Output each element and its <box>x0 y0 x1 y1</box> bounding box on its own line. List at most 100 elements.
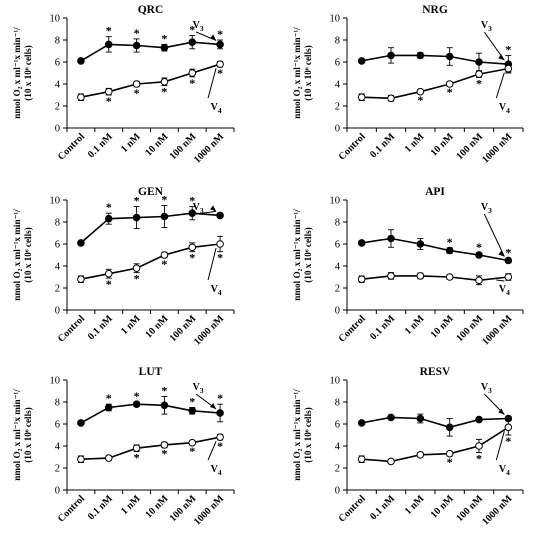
data-point-filled <box>416 414 425 423</box>
data-point-open <box>416 272 425 280</box>
series-line <box>361 54 509 65</box>
data-point-filled <box>104 40 113 49</box>
v4-label: V4 <box>499 284 510 297</box>
x-category-label: 0.1 nM <box>86 313 115 342</box>
y-tick-label: 4 <box>335 80 341 91</box>
chart-title: QRC <box>138 4 164 16</box>
x-category-label: 0.1 nM <box>86 131 115 160</box>
chart-title: API <box>425 186 445 198</box>
series-line <box>361 416 509 429</box>
y-axis-label-units: (10 x 10⁶ cells) <box>23 45 33 101</box>
v3-label-sub: 3 <box>200 206 204 215</box>
v4-label-main: V <box>499 102 507 113</box>
y-tick-label: 0 <box>55 306 60 317</box>
data-point-open <box>504 64 513 73</box>
y-tick-label: 6 <box>55 420 60 431</box>
y-tick-label: 10 <box>50 196 61 207</box>
x-category-label: 0.1 nM <box>368 313 397 342</box>
significance-star: * <box>476 240 482 254</box>
data-point-open <box>475 276 483 285</box>
x-category-label: 0.1 nM <box>86 493 115 522</box>
y-axis-label-units: (10 x 10⁶ cells) <box>303 45 313 101</box>
x-category-label: 1000 nM <box>480 131 515 166</box>
y-tick-label: 8 <box>55 218 60 229</box>
significance-star: * <box>134 389 140 403</box>
data-point-open <box>504 273 513 281</box>
y-tick-label: 4 <box>55 80 61 91</box>
series-line <box>80 41 221 62</box>
x-category-label: 1 nM <box>403 131 427 155</box>
y-tick-label: 10 <box>50 14 61 25</box>
data-point-open <box>216 433 224 442</box>
series-line <box>80 243 221 280</box>
data-point-open <box>475 70 483 78</box>
x-category-label: 10 nM <box>429 131 457 159</box>
v3-label: V3 <box>193 20 204 33</box>
y-axis-label-units: (10 x 10⁶ cells) <box>23 407 33 463</box>
significance-star: * <box>476 76 482 90</box>
v4-label-sub: 4 <box>506 288 510 297</box>
data-point-open <box>132 80 141 88</box>
data-point-open <box>160 251 169 259</box>
v4-label: V4 <box>211 464 222 477</box>
data-point-open <box>160 441 169 449</box>
significance-star: * <box>505 245 511 259</box>
series-line <box>361 426 509 463</box>
v3-label-sub: 3 <box>488 206 492 215</box>
x-category-label: 1000 nM <box>480 493 515 528</box>
data-point-open <box>387 94 395 103</box>
significance-star: * <box>106 200 112 214</box>
v3-arrow <box>483 213 505 257</box>
v3-arrowhead <box>498 54 505 61</box>
data-point-open <box>132 444 141 453</box>
v4-label-main: V <box>211 464 219 475</box>
data-point-filled <box>475 251 483 259</box>
data-point-filled <box>475 415 483 424</box>
data-point-open <box>104 454 113 462</box>
y-tick-label: 0 <box>335 124 340 135</box>
y-tick-label: 2 <box>335 464 340 475</box>
significance-star: * <box>189 76 195 90</box>
data-point-open <box>188 243 197 252</box>
v3-label-main: V <box>193 20 201 31</box>
y-tick-label: 10 <box>330 376 341 387</box>
series-v4: * * * * * <box>77 235 224 291</box>
y-tick-label: 4 <box>55 442 61 453</box>
y-tick-label: 6 <box>55 240 60 251</box>
y-tick-label: 2 <box>55 464 60 475</box>
v3-label: V3 <box>481 20 492 33</box>
x-category-label: 1000 nM <box>192 313 227 348</box>
y-tick-label: 6 <box>55 58 60 69</box>
data-point-filled <box>104 403 113 412</box>
data-point-filled <box>160 43 169 52</box>
data-point-filled <box>160 212 169 221</box>
y-tick-label: 8 <box>55 398 60 409</box>
series-v3 <box>357 413 513 437</box>
v4-label-sub: 4 <box>218 468 222 477</box>
x-category-label: 10 nM <box>429 493 457 521</box>
v4-arrow <box>495 72 505 99</box>
x-category-label: 0.1 nM <box>368 493 397 522</box>
y-tick-label: 2 <box>335 102 340 113</box>
significance-star: * <box>106 391 112 405</box>
data-point-filled <box>387 413 395 422</box>
v3-arrowhead <box>210 403 217 409</box>
y-tick-label: 0 <box>335 306 340 317</box>
v3-arrowhead <box>210 205 217 212</box>
v4-arrow <box>207 247 217 281</box>
significance-star: * <box>134 194 140 208</box>
y-axis-label: nmol O₂ x ml⁻¹x min⁻¹/ <box>292 209 302 301</box>
data-point-open <box>387 457 395 466</box>
x-category-label: 1000 nM <box>480 313 515 348</box>
significance-star: * <box>476 452 482 466</box>
significance-star: * <box>217 66 223 80</box>
data-point-filled <box>188 407 197 415</box>
series-v3: * * * <box>357 229 513 265</box>
v3-arrowhead <box>498 408 505 415</box>
significance-star: * <box>417 93 423 107</box>
v3-label-main: V <box>481 202 489 213</box>
chart-title: GEN <box>138 186 164 198</box>
significance-star: * <box>189 194 195 208</box>
x-category-label: Control <box>337 131 368 162</box>
